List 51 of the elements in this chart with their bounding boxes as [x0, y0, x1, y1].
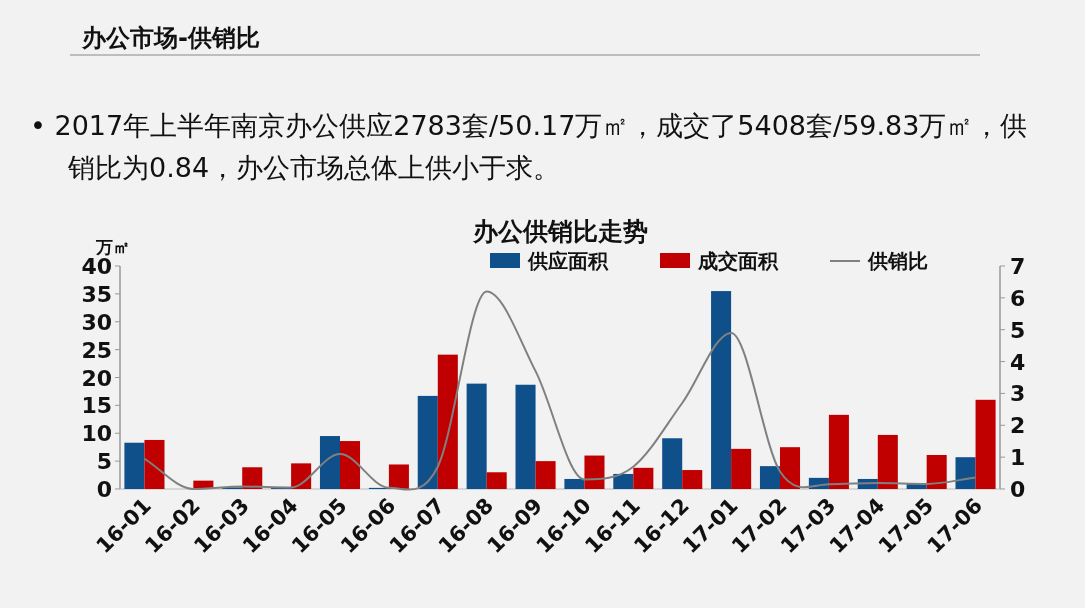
bar: [437, 354, 458, 489]
bar: [291, 463, 312, 489]
bar: [124, 442, 145, 489]
bar: [340, 441, 361, 489]
bar: [877, 434, 898, 489]
y2-tick-label: 2: [1010, 413, 1026, 439]
bar: [955, 457, 976, 489]
bar: [633, 467, 654, 489]
bar: [828, 414, 849, 489]
y-tick-label: 5: [96, 449, 112, 475]
y-tick-label: 0: [96, 477, 112, 502]
bar: [535, 461, 556, 489]
bar: [584, 455, 605, 489]
legend-label: 供应面积: [527, 249, 609, 273]
bar: [926, 454, 947, 489]
bar: [682, 470, 703, 489]
bar: [515, 384, 536, 489]
bar: [319, 436, 340, 489]
y2-tick-label: 7: [1010, 254, 1026, 279]
bar: [759, 466, 780, 489]
y-tick-label: 35: [81, 281, 112, 307]
text: 办公市场-供销比: [81, 24, 260, 52]
y2-tick-label: 0: [1010, 477, 1026, 502]
y2-tick-label: 6: [1010, 285, 1026, 311]
bar: [417, 395, 438, 489]
bar: [731, 448, 752, 489]
bar: [711, 291, 732, 489]
y-tick-label: 15: [81, 393, 112, 419]
y2-tick-label: 3: [1010, 381, 1026, 407]
legend-label: 供销比: [867, 249, 928, 273]
y2-tick-label: 4: [1010, 349, 1026, 375]
bar: [564, 478, 585, 489]
y2-tick-label: 1: [1010, 445, 1026, 471]
chart-title: 办公供销比走势: [471, 217, 648, 246]
y-axis-title: 万㎡: [95, 237, 130, 257]
bar: [486, 472, 507, 489]
bar: [780, 447, 801, 489]
legend-label: 成交面积: [697, 249, 779, 273]
text: • 2017年上半年南京办公供应2783套/50.17万㎡，成交了5408套/59.83万㎡，供销比为0.84，办公市场总体上供小于求。: [30, 109, 1029, 185]
y2-tick-label: 5: [1010, 317, 1026, 343]
y-tick-label: 30: [81, 309, 112, 335]
y-tick-label: 25: [81, 337, 112, 363]
bar: [466, 383, 487, 489]
y-tick-label: 10: [81, 421, 112, 447]
bar: [662, 438, 683, 489]
bar: [975, 399, 996, 489]
bar: [613, 473, 634, 489]
bar: [242, 467, 263, 489]
bar: [388, 464, 409, 489]
y-tick-label: 20: [81, 365, 112, 391]
bar: [144, 439, 165, 489]
